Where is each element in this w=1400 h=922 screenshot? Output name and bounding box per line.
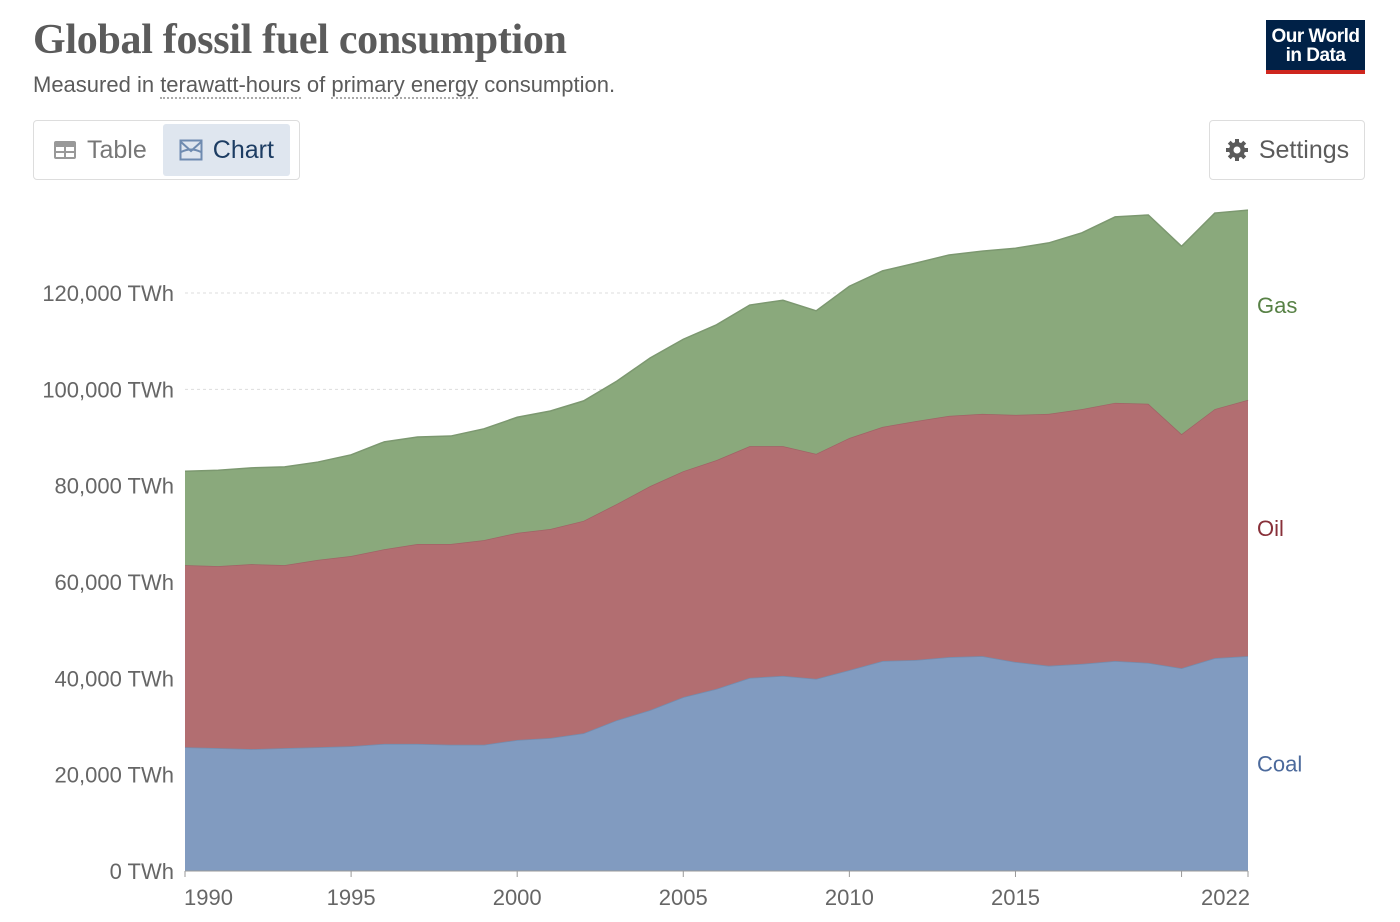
area-gas [185,210,1248,567]
y-tick-label: 20,000 TWh [55,763,174,788]
y-tick-label: 120,000 TWh [42,281,174,306]
y-tick-label: 100,000 TWh [42,377,174,402]
legend-label-coal: Coal [1257,752,1302,777]
x-tick-label: 2000 [493,885,542,910]
area-oil [185,399,1248,750]
x-tick-label: 1995 [327,885,376,910]
x-tick-label: 2010 [825,885,874,910]
page-subtitle: Measured in terawatt-hours of primary en… [33,72,616,99]
legend-label-oil: Oil [1257,516,1284,541]
tab-table[interactable]: Table [37,124,163,176]
tab-chart-label: Chart [212,135,274,164]
x-tick-label: 2022 [1201,885,1250,910]
line-gas [184,209,1249,472]
primary-energy-link[interactable]: primary energy [331,72,479,99]
owid-logo[interactable]: Our World in Data [1266,20,1365,74]
y-tick-label: 80,000 TWh [55,474,174,499]
page-title: Global fossil fuel consumption [33,17,567,63]
area-coal [185,656,1248,871]
table-icon [54,141,76,159]
view-tabs: Table Chart [33,120,300,180]
tab-chart[interactable]: Chart [162,124,290,176]
x-tick-label: 1990 [184,885,233,910]
subtitle-text: of [300,72,332,97]
y-tick-label: 40,000 TWh [55,666,174,691]
y-tick-label: 60,000 TWh [55,570,174,595]
x-tick-label: 2005 [659,885,708,910]
gear-icon [1225,139,1248,161]
tab-table-label: Table [87,135,147,164]
settings-button[interactable]: Settings [1209,120,1365,180]
subtitle-text: consumption. [478,72,616,97]
x-tick-label: 2015 [991,885,1040,910]
y-tick-label: 0 TWh [110,859,174,884]
legend-label-gas: Gas [1257,293,1297,318]
settings-label: Settings [1258,135,1350,164]
subtitle-text: Measured in [33,72,161,97]
terawatt-hours-link[interactable]: terawatt-hours [160,72,301,99]
chart-icon [179,139,203,161]
